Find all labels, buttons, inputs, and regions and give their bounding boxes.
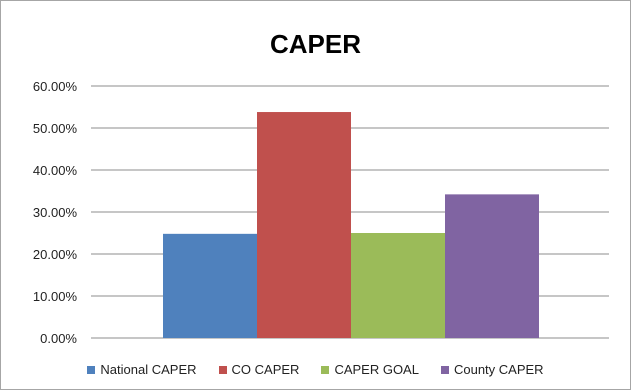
legend: National CAPER CO CAPER CAPER GOAL County C… <box>1 362 630 377</box>
bars <box>163 112 539 338</box>
legend-item: CAPER GOAL <box>321 362 419 377</box>
legend-swatch <box>87 365 96 374</box>
legend-item: National CAPER <box>87 362 197 377</box>
y-axis-tick-labels: 0.00% 10.00% 20.00% 30.00% 40.00% 50.00% 60.00… <box>33 79 78 346</box>
legend-item: CO CAPER <box>218 362 300 377</box>
legend-label: National CAPER <box>100 362 197 377</box>
bar-caper-goal <box>351 233 445 338</box>
y-tick-label: 40.00% <box>33 163 78 178</box>
y-tick-label: 60.00% <box>33 79 78 94</box>
legend-item: County CAPER <box>440 362 544 377</box>
y-tick-label: 10.00% <box>33 289 78 304</box>
bar-county-caper <box>445 194 539 338</box>
legend-swatch <box>440 365 449 374</box>
legend-swatch <box>321 365 330 374</box>
y-tick-label: 50.00% <box>33 121 78 136</box>
chart-title: CAPER <box>269 29 361 59</box>
bar-national-caper <box>163 233 257 338</box>
legend-label: CO CAPER <box>231 362 300 377</box>
legend-label: County CAPER <box>453 362 544 377</box>
y-tick-label: 30.00% <box>33 205 78 220</box>
y-tick-label: 0.00% <box>40 331 77 346</box>
legend-swatch <box>218 365 227 374</box>
y-tick-label: 20.00% <box>33 247 78 262</box>
bar-co-caper <box>257 112 351 338</box>
legend-label: CAPER GOAL <box>334 362 419 377</box>
